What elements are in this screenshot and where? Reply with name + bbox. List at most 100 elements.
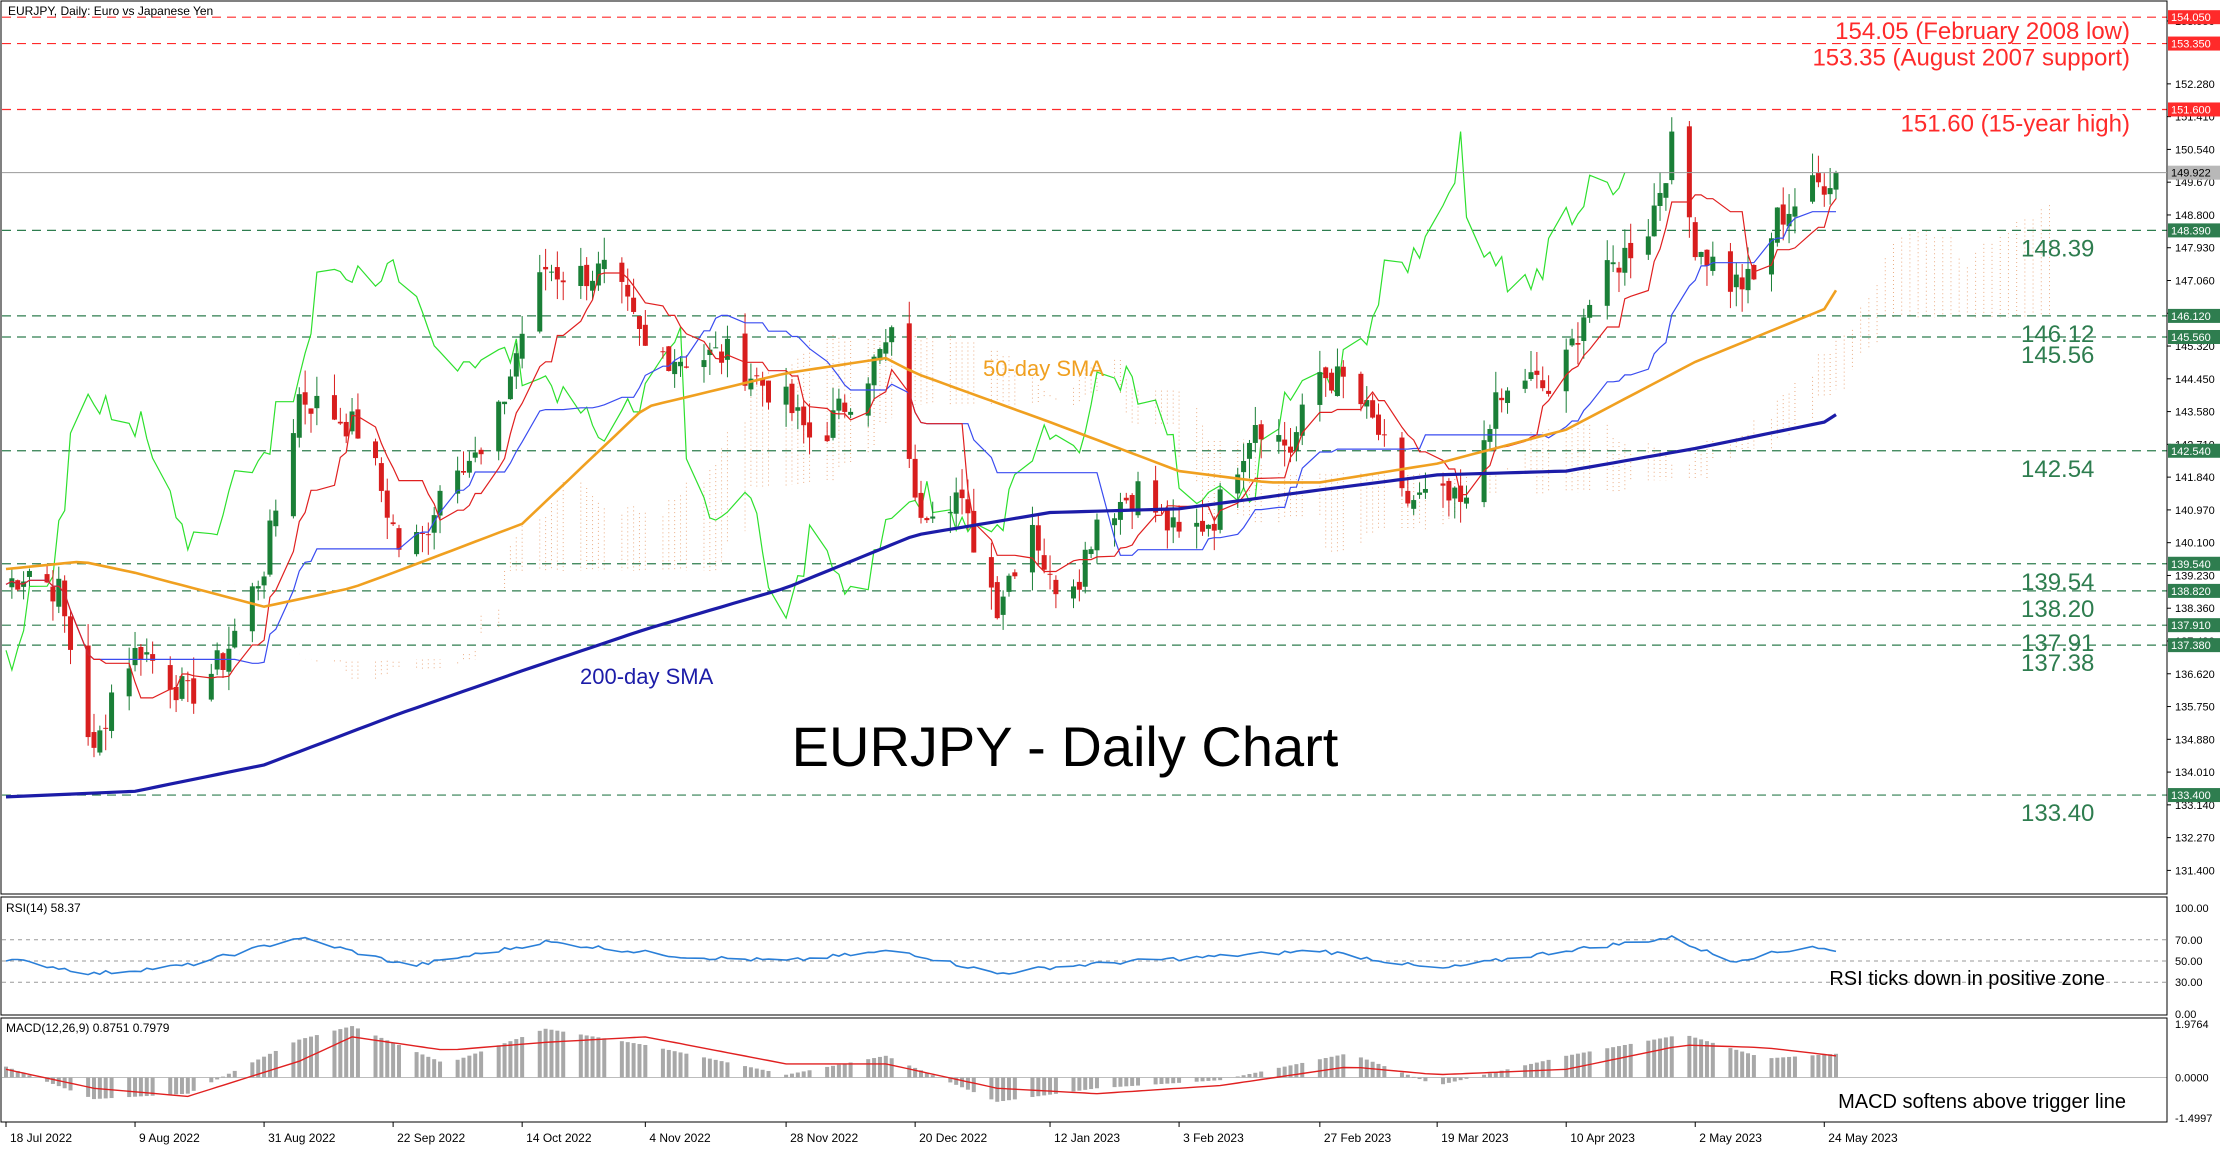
macd-bar — [1540, 1061, 1545, 1078]
candle-body — [1205, 524, 1211, 529]
macd-bar — [1834, 1053, 1838, 1078]
macd-bar — [713, 1059, 718, 1078]
macd-bar — [338, 1029, 343, 1078]
macd-bar — [379, 1037, 384, 1078]
candle-body — [877, 349, 883, 361]
candle-body — [889, 327, 895, 343]
macd-bar — [68, 1077, 73, 1091]
rsi-tick-label: 30.00 — [2175, 977, 2203, 989]
macd-bar — [1728, 1048, 1733, 1078]
candle-body — [50, 586, 56, 602]
candle-body — [1610, 262, 1616, 265]
macd-bar — [666, 1049, 671, 1078]
candle-body — [373, 441, 379, 459]
candle-body — [62, 580, 68, 617]
macd-bar — [174, 1077, 179, 1095]
macd-bar — [191, 1077, 196, 1091]
candle-body — [1282, 439, 1288, 446]
candle-body — [1669, 131, 1675, 181]
macd-bar — [965, 1077, 970, 1090]
candle-body — [713, 347, 719, 349]
date-label: 2 May 2023 — [1699, 1131, 1762, 1145]
macd-bar — [209, 1077, 214, 1083]
candle-body — [378, 463, 384, 491]
candle-body — [56, 578, 62, 607]
candle-body — [1299, 404, 1305, 436]
sma200-line — [5, 413, 1837, 799]
macd-bar — [1669, 1036, 1674, 1078]
macd-bar — [262, 1056, 267, 1078]
candle-body — [1252, 425, 1258, 443]
macd-bar — [1687, 1035, 1692, 1078]
macd-bar — [1458, 1077, 1463, 1081]
price-tick-label: 134.880 — [2175, 734, 2215, 746]
macd-bar — [725, 1062, 730, 1078]
macd-bar — [127, 1077, 132, 1098]
candle-body — [642, 324, 648, 346]
macd-bar — [1048, 1077, 1053, 1095]
candle-body — [1663, 183, 1669, 198]
macd-bar — [150, 1077, 155, 1096]
macd-bar — [373, 1035, 378, 1078]
macd-bar — [45, 1077, 50, 1082]
level-tag-value: 138.820 — [2171, 586, 2211, 598]
macd-bar — [1130, 1077, 1135, 1086]
macd-bar — [1276, 1067, 1281, 1078]
candle-body — [842, 402, 848, 412]
macd-bar — [643, 1044, 648, 1078]
macd-bar — [672, 1051, 677, 1078]
macd-bar — [1329, 1056, 1334, 1078]
macd-bar — [1153, 1077, 1158, 1085]
level-tag-value: 145.560 — [2171, 332, 2211, 344]
price-tick-label: 144.450 — [2175, 374, 2215, 386]
candle-body — [1035, 525, 1041, 551]
level-label: 139.54 — [2021, 569, 2094, 596]
level-tag-value: 137.910 — [2171, 620, 2211, 632]
macd-bar — [332, 1030, 337, 1078]
macd-bar — [496, 1045, 501, 1078]
candle-body — [1792, 206, 1798, 217]
date-label: 9 Aug 2022 — [139, 1131, 200, 1145]
candle-body — [590, 280, 596, 291]
candle-body — [1153, 480, 1159, 513]
macd-bar — [309, 1036, 313, 1078]
level-label: 138.20 — [2021, 596, 2094, 623]
candle-body — [150, 654, 156, 661]
macd-bar — [1493, 1072, 1498, 1078]
candle-body — [425, 534, 431, 536]
candle-body — [924, 518, 930, 521]
candle-body — [1698, 251, 1704, 257]
candle-body — [760, 378, 766, 386]
candle-body — [1628, 242, 1634, 259]
macd-bar — [1218, 1077, 1223, 1081]
level-tag-value: 142.540 — [2171, 446, 2211, 458]
candle-body — [1129, 495, 1135, 511]
level-tag — [2168, 556, 2220, 571]
price-tick-label: 136.620 — [2175, 669, 2215, 681]
candle-body — [1440, 483, 1446, 486]
date-label: 10 Apr 2023 — [1570, 1131, 1635, 1145]
macd-bar — [355, 1028, 360, 1078]
level-tag-value: 151.600 — [2171, 104, 2211, 116]
candle-body — [1815, 172, 1821, 183]
level-label: 151.60 (15-year high) — [1901, 110, 2130, 137]
chikou-span-line — [5, 131, 1626, 673]
macd-bar — [267, 1053, 272, 1078]
date-label: 4 Nov 2022 — [649, 1131, 711, 1145]
macd-bar — [432, 1059, 437, 1078]
macd-bar — [1652, 1039, 1657, 1078]
candle-body — [431, 515, 437, 533]
candle-body — [220, 653, 226, 670]
macd-bar — [930, 1075, 935, 1078]
price-tick-label: 141.840 — [2175, 472, 2215, 484]
macd-bar — [1411, 1076, 1416, 1078]
price-tick-label: 134.010 — [2175, 767, 2215, 779]
candle-body — [1170, 517, 1176, 528]
macd-bar — [50, 1077, 55, 1084]
macd-bar — [1699, 1039, 1704, 1078]
macd-bar — [138, 1077, 143, 1097]
candle-body — [437, 490, 443, 516]
rsi-tick-label: 50.00 — [2175, 956, 2203, 968]
macd-bar — [414, 1052, 419, 1078]
price-tick-label: 147.060 — [2175, 275, 2215, 287]
